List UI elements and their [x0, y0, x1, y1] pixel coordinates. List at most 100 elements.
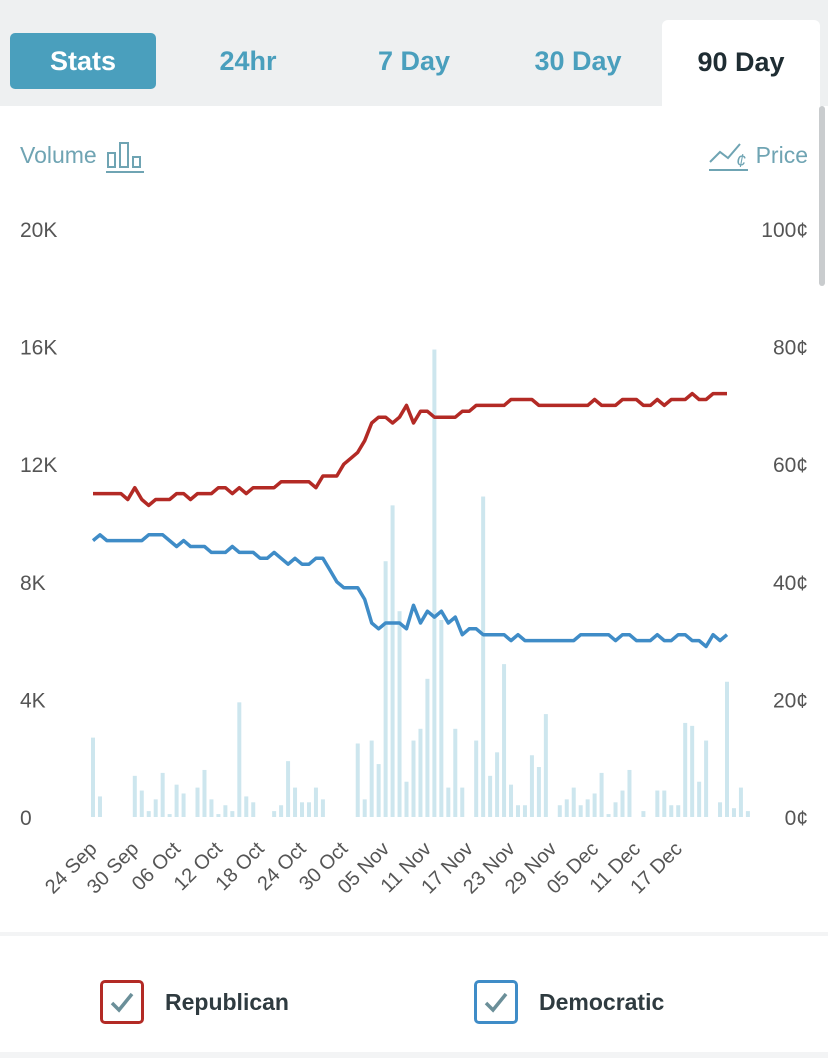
volume-bar [585, 799, 590, 817]
tab-24hr[interactable]: 24hr [219, 46, 277, 76]
volume-bar [306, 802, 311, 817]
chart-card: Volume ¢ Price 0 4K 8K 12K 16K 20K 0¢ 20¢ 40¢ 60… [0, 106, 828, 932]
volume-bar [202, 769, 207, 817]
volume-bar [683, 722, 688, 817]
svg-text:¢: ¢ [736, 151, 746, 171]
price-trend-icon: ¢ [708, 143, 748, 171]
democratic-price-line [91, 533, 729, 649]
volume-bar [376, 764, 381, 817]
democratic-checkbox[interactable] [474, 980, 518, 1024]
volume-bar [251, 802, 256, 817]
volume-bar [320, 799, 325, 817]
tab-90-day[interactable]: 90 Day [662, 20, 820, 106]
price-axis-header: ¢ Price [708, 142, 808, 171]
volume-bar [536, 767, 541, 817]
y-left-tick-label: 4K [20, 689, 46, 712]
volume-bar [578, 805, 583, 817]
y-right-tick-label: 40¢ [773, 572, 808, 595]
volume-bar [216, 814, 221, 817]
volume-bar [481, 496, 486, 817]
volume-bar [627, 769, 632, 817]
volume-bar [669, 805, 674, 817]
volume-bar [515, 805, 520, 817]
y-left-tick-label: 12K [20, 454, 57, 477]
tab-7-day[interactable]: 7 Day [377, 46, 451, 76]
volume-bar [439, 620, 444, 817]
volume-bar [731, 808, 736, 817]
volume-bar [411, 740, 416, 817]
volume-bar [704, 740, 709, 817]
volume-bar [181, 793, 186, 817]
volume-bar [725, 681, 729, 817]
legend-item-democratic[interactable]: Democratic [474, 980, 664, 1024]
volume-bar [592, 793, 597, 817]
volume-bar [355, 743, 360, 817]
volume-bar [460, 787, 465, 817]
volume-bar [509, 784, 514, 817]
volume-bar [606, 814, 611, 817]
y-left-tick-label: 20K [20, 219, 57, 242]
y-left-tick-label: 8K [20, 572, 46, 595]
volume-bar [174, 784, 179, 817]
volume-axis-label: Volume [20, 142, 97, 168]
volume-bar [495, 752, 500, 817]
volume-bar [153, 799, 158, 817]
volume-bar [244, 796, 249, 817]
volume-bar [139, 790, 144, 817]
scrollbar[interactable] [819, 106, 825, 286]
y-right-tick-label: 80¢ [773, 337, 808, 360]
volume-bar [286, 761, 291, 817]
volume-bar [362, 799, 367, 817]
volume-bar [132, 775, 137, 817]
y-left-tick-label: 0 [20, 807, 32, 830]
volume-bar [502, 664, 507, 817]
volume-bar [390, 505, 395, 817]
volume-bar [690, 725, 695, 817]
volume-bar [293, 787, 298, 817]
volume-bar [91, 737, 95, 817]
volume-bar [641, 811, 646, 817]
republican-checkbox[interactable] [100, 980, 144, 1024]
volume-bar [160, 772, 165, 817]
volume-bar [425, 678, 430, 817]
tab-stats[interactable]: Stats [10, 33, 156, 89]
volume-bar [613, 802, 618, 817]
volume-bar [745, 811, 750, 817]
volume-bar [446, 787, 451, 817]
volume-bar [718, 802, 723, 817]
y-right-tick-label: 100¢ [761, 219, 808, 242]
y-right-tick-label: 0¢ [785, 807, 808, 830]
volume-bar [272, 811, 277, 817]
legend-label-republican: Republican [165, 988, 289, 1015]
volume-bar [237, 702, 242, 817]
volume-bar [620, 790, 625, 817]
volume-bar [418, 728, 423, 817]
volume-bar [529, 755, 534, 817]
volume-bar [167, 814, 172, 817]
volume-bar [223, 805, 228, 817]
volume-bar [432, 349, 437, 817]
check-icon [110, 992, 134, 1013]
volume-bar [599, 772, 604, 817]
y-left-tick-label: 16K [20, 337, 57, 360]
volume-bar [383, 561, 388, 817]
volume-bar [474, 740, 479, 817]
price-axis-label: Price [755, 142, 808, 168]
volume-bar [230, 811, 235, 817]
tab-30-day[interactable]: 30 Day [534, 46, 622, 76]
volume-bar [97, 796, 102, 817]
volume-bar [453, 728, 458, 817]
volume-bar [279, 805, 284, 817]
legend-item-republican[interactable]: Republican [100, 980, 289, 1024]
volume-bar [676, 805, 681, 817]
volume-bar [488, 775, 493, 817]
volume-bar [564, 799, 569, 817]
volume-bar [397, 611, 402, 817]
volume-bar [543, 714, 548, 817]
legend-label-democratic: Democratic [539, 988, 665, 1015]
volume-bar [369, 740, 374, 817]
y-right-tick-label: 60¢ [773, 454, 808, 477]
volume-bar [557, 805, 562, 817]
volume-bar [522, 805, 527, 817]
check-icon [484, 992, 508, 1013]
